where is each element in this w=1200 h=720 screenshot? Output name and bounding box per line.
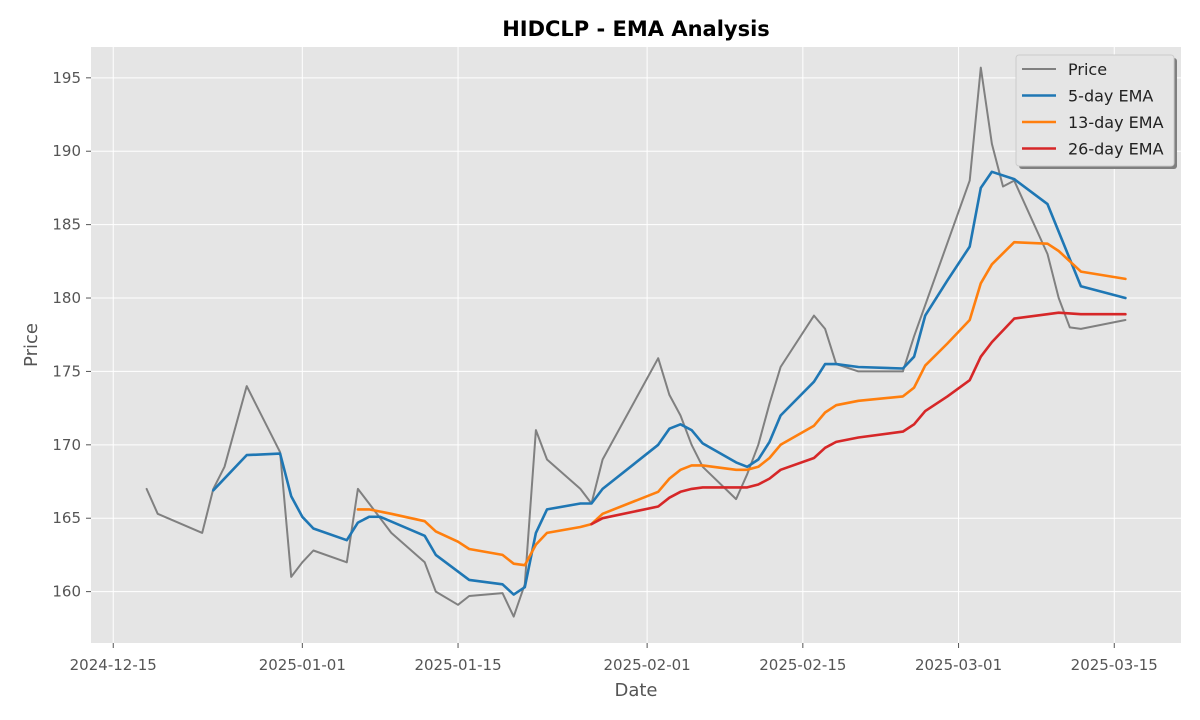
- x-tick-label: 2025-02-01: [604, 656, 691, 674]
- x-tick-label: 2025-02-15: [759, 656, 846, 674]
- y-tick-label: 170: [52, 436, 81, 454]
- legend-label: 13-day EMA: [1068, 113, 1164, 132]
- y-tick-label: 165: [52, 509, 81, 527]
- legend-box: [1015, 54, 1175, 167]
- x-axis-label: Date: [614, 680, 657, 701]
- legend-label: 26-day EMA: [1068, 140, 1164, 159]
- x-tick-label: 2025-01-01: [259, 656, 346, 674]
- legend-label: Price: [1068, 60, 1107, 79]
- tick-labels: 2024-12-15 2025-01-01 2025-01-15 2025-02-01…: [52, 69, 1157, 674]
- grid-lines: [91, 47, 1181, 643]
- y-tick-label: 180: [52, 289, 81, 307]
- legend-label: 5-day EMA: [1068, 87, 1153, 106]
- series-layer: [145, 66, 1127, 618]
- y-tick-label: 160: [52, 583, 81, 601]
- y-tick-label: 195: [52, 69, 81, 87]
- y-tick-label: 175: [52, 362, 81, 380]
- y-tick-label: 190: [52, 142, 81, 160]
- series-line-5-day-ema: [212, 170, 1127, 596]
- series-line-26-day-ema: [590, 311, 1127, 526]
- legend: Price 5-day EMA 13-day EMA 26-day EMA: [1015, 54, 1177, 169]
- x-tick-label: 2025-01-15: [414, 656, 501, 674]
- y-axis-label: Price: [21, 323, 42, 367]
- x-tick-label: 2025-03-01: [915, 656, 1002, 674]
- x-tick-label: 2024-12-15: [70, 656, 157, 674]
- plot-area: [91, 47, 1181, 643]
- chart-title: HIDCLP - EMA Analysis: [502, 17, 770, 41]
- series-line-price: [145, 66, 1127, 618]
- y-tick-label: 185: [52, 216, 81, 234]
- series-line-13-day-ema: [356, 240, 1127, 567]
- x-tick-label: 2025-03-15: [1071, 656, 1158, 674]
